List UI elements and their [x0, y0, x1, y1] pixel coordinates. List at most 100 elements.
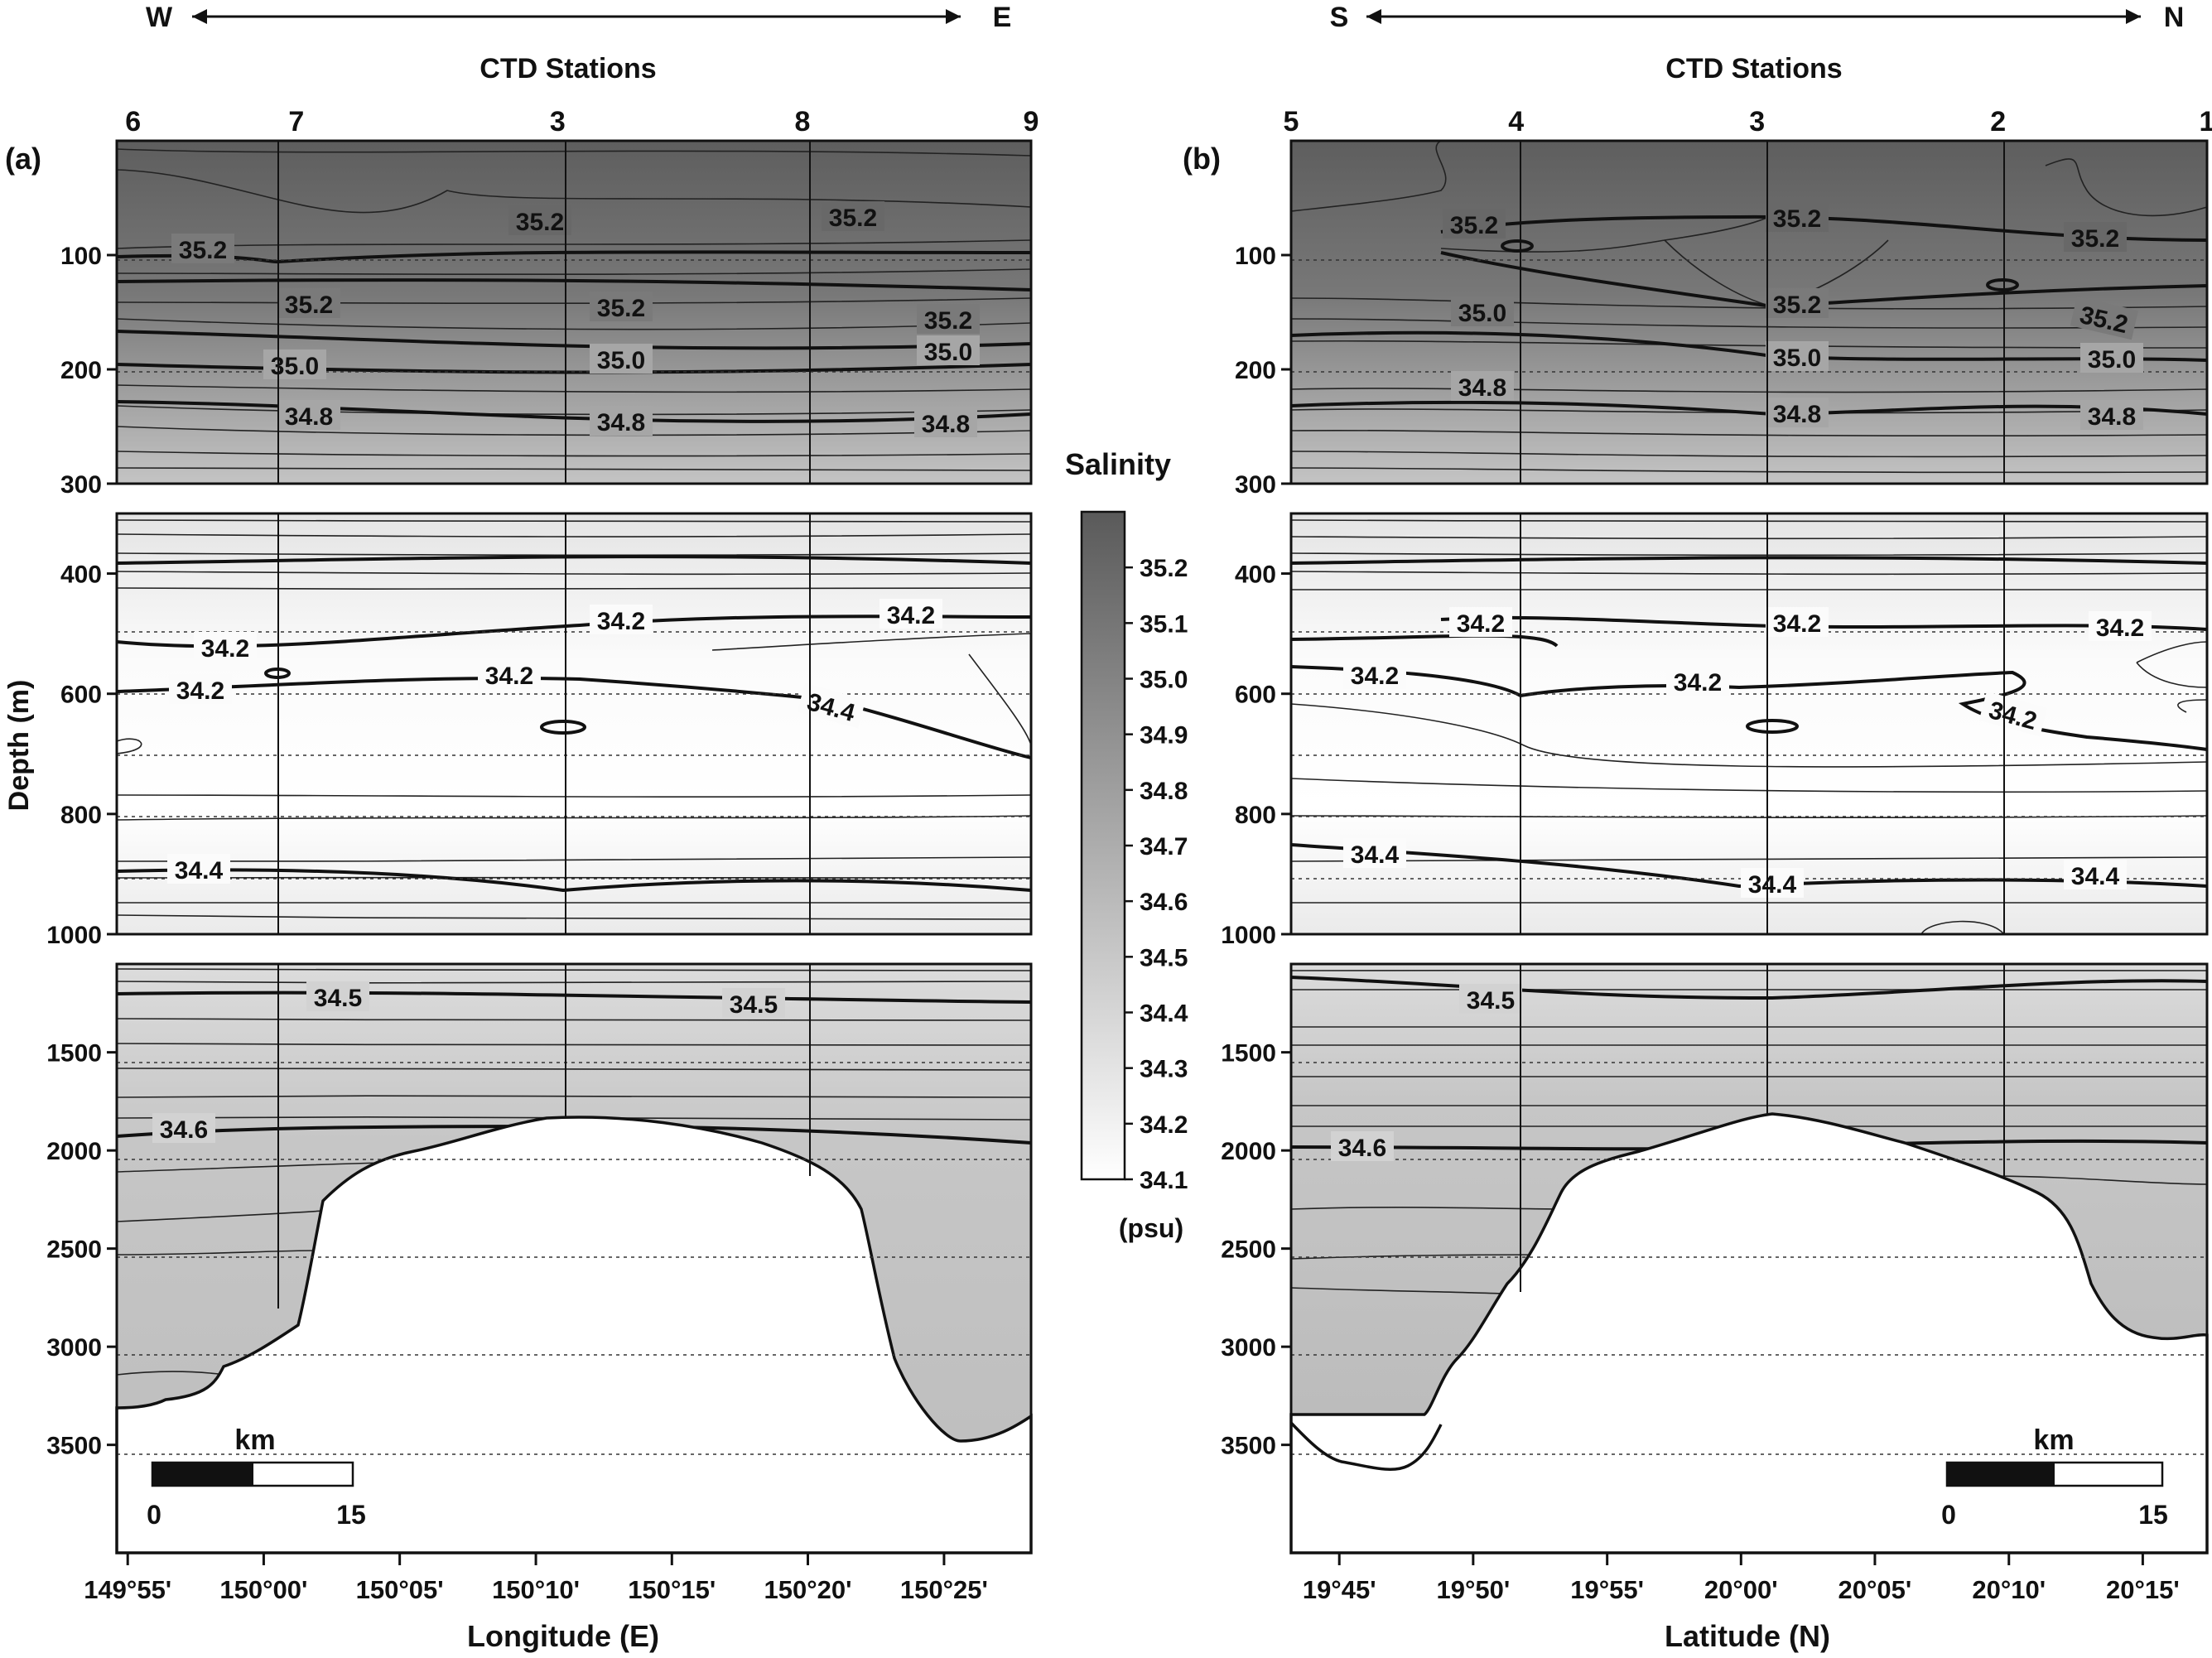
contour-label-text: 35.0: [2088, 346, 2136, 374]
x-axis-label-a: Longitude (E): [467, 1619, 659, 1653]
contour-label: 34.2: [1449, 607, 1512, 638]
contour-label-text: 34.8: [285, 403, 333, 431]
dir-left-a: W: [146, 2, 173, 33]
y-tick-label: 1000: [1221, 922, 1276, 949]
x-axis-label-b: Latitude (N): [1665, 1619, 1830, 1653]
contour-label-bg: [263, 349, 326, 379]
scale-bar-fill-a: [152, 1463, 253, 1486]
contour-label-text: 35.2: [829, 205, 877, 232]
x-tick-label: 150°05': [356, 1575, 444, 1604]
colorbar-gradient: [1080, 510, 1126, 1181]
frame-mid-a: [115, 512, 1033, 936]
contour-label-text: 34.5: [314, 985, 362, 1012]
contour-label: 34.5: [1459, 984, 1522, 1015]
y-tick-label: 600: [60, 682, 102, 709]
contour-label: 35.2: [822, 201, 884, 232]
x-tick-label: 19°55': [1570, 1575, 1644, 1604]
station-label: 1: [2200, 106, 2212, 137]
contour-label: 35.2: [2064, 222, 2127, 253]
station-label: 6: [125, 106, 141, 137]
contour-label: 34.2: [169, 674, 232, 705]
contour-label-text: 34.4: [2071, 863, 2120, 890]
y-axis-label: Depth (m): [3, 680, 35, 812]
frame-bot-a: [115, 962, 1033, 1554]
contour-label-text: 35.2: [1773, 205, 1821, 233]
contour-label-bg: [914, 407, 977, 437]
arrow-head-right-a: [946, 9, 961, 24]
contour-label-bg: [478, 659, 541, 689]
contour-label: 34.6: [1331, 1131, 1394, 1162]
contour-label: 34.4: [167, 854, 230, 884]
frame-top-a: [115, 139, 1033, 485]
colorbar-tick-label: 34.5: [1140, 944, 1188, 971]
contour-label-bg: [171, 234, 234, 263]
contour-label-text: 34.2: [1457, 610, 1505, 638]
stations-title-b: CTD Stations: [1665, 53, 1842, 84]
y-tick-label: 1500: [1221, 1040, 1276, 1068]
x-tick-label: 150°25': [900, 1575, 988, 1604]
y-tick-label: 2500: [1221, 1236, 1276, 1264]
contour-label-text: 34.8: [2088, 403, 2136, 431]
seamount-b: [1289, 1112, 2209, 1554]
contour-label-bg: [797, 682, 866, 729]
y-tick-label: 3000: [1221, 1334, 1276, 1362]
panel-b: S N CTD Stations (b) 5 4 3 2 1: [1183, 2, 2212, 1653]
scale-bar-title-b: km: [2033, 1424, 2074, 1456]
colorbar-tick-label: 34.9: [1140, 722, 1188, 749]
contour-label-text: 34.5: [1467, 987, 1515, 1015]
contour-label: 34.8: [1766, 398, 1829, 428]
colorbar-tick-label: 34.2: [1140, 1111, 1188, 1139]
contour-label-bg: [590, 344, 653, 374]
frame-top-b: [1289, 139, 2209, 485]
contour-label-bg: [169, 674, 232, 704]
contour-label: 34.8: [590, 406, 653, 436]
contour-label-bg: [1443, 209, 1506, 239]
contour-label-bg: [277, 288, 340, 318]
contour-label-bg: [917, 304, 980, 334]
y-ticks-a: 100 200 300 400 600 800 1000 1500 2000 2500 3000 35…: [46, 243, 117, 1460]
contour-label-text: 35.2: [2071, 225, 2119, 253]
contour-label-bg: [1451, 371, 1514, 401]
contour-label: 35.2: [590, 292, 653, 322]
x-tick-label: 149°55': [84, 1575, 171, 1604]
y-tick-label: 1000: [46, 922, 102, 949]
station-label: 7: [288, 106, 304, 137]
contour-label-bg: [1666, 666, 1729, 696]
contour-label: 34.8: [277, 400, 340, 431]
x-tick-label: 150°20': [764, 1575, 852, 1604]
dir-left-b: S: [1330, 2, 1349, 33]
contour-label: 35.2: [917, 304, 980, 335]
station-lines-a: [277, 141, 811, 1309]
station-labels-a: 6 7 3 8 9: [125, 106, 1039, 137]
scale-bar-start-a: 0: [147, 1500, 161, 1530]
frame-mid-b: [1289, 512, 2209, 936]
fill-top-a: [117, 141, 1031, 484]
scale-bar-start-b: 0: [1941, 1500, 1956, 1530]
contour-label: 35.0: [917, 335, 980, 366]
colorbar: Salinity 35.2 35.1 35.0 34.9 34.8 34.7 34.6 34.…: [1065, 447, 1188, 1243]
contour-label-bg: [1766, 288, 1829, 318]
y-tick-label: 2000: [46, 1138, 102, 1165]
contours-top-b: [1290, 140, 2208, 474]
contour-label: 34.5: [722, 988, 785, 1019]
scale-bar-end-b: 15: [2138, 1500, 2168, 1530]
contour-label-bg: [194, 632, 257, 662]
contour-label-text: 34.2: [597, 608, 645, 635]
colorbar-tick-label: 34.7: [1140, 833, 1188, 860]
contour-label-text: 35.2: [285, 292, 333, 319]
contour-label: 34.8: [1451, 371, 1514, 402]
contour-label-text: 35.0: [1458, 300, 1506, 327]
contour-label-text: 34.2: [2096, 615, 2144, 642]
contour-label-bg: [2064, 222, 2127, 252]
contour-label-text: 34.2: [887, 602, 935, 629]
contour-label-text: 34.8: [922, 411, 970, 438]
contour-label-bg: [1331, 1131, 1394, 1161]
contour-label-bg: [1449, 607, 1512, 637]
contour-label: 34.4: [2064, 860, 2127, 890]
seamount-a: [115, 1116, 1033, 1554]
contour-label-text: 35.0: [1773, 345, 1821, 372]
station-labels-b: 5 4 3 2 1: [1284, 106, 2212, 137]
y-tick-label: 3500: [1221, 1433, 1276, 1460]
contour-label-bg: [1766, 398, 1829, 427]
panel-a: W E CTD Stations (a) 6 7 3 8 9: [3, 2, 1039, 1653]
